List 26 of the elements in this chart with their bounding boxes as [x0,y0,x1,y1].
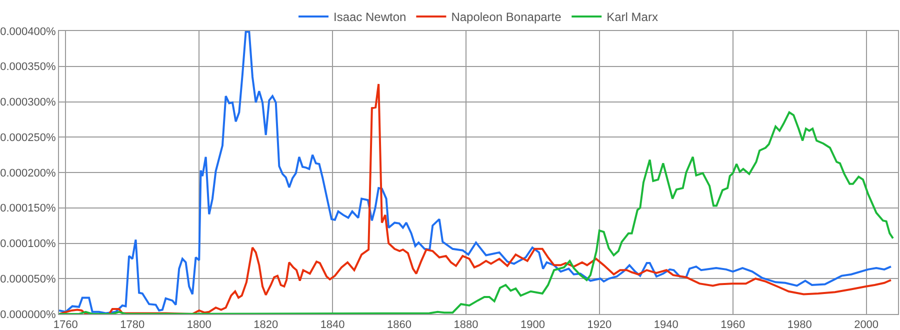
legend-label: Napoleon Bonaparte [451,10,562,24]
x-tick-label: 1880 [454,319,478,330]
y-tick-label: 0.000200% [0,167,56,180]
x-tick-label: 1940 [654,319,678,330]
y-tick-label: 0.000000% [0,308,56,321]
x-tick-label: 1840 [320,319,345,330]
x-tick-label: 1780 [120,319,145,330]
legend-label: Karl Marx [606,10,658,24]
legend-label: Isaac Newton [334,10,406,24]
y-tick-label: 0.000050% [0,273,56,286]
x-tick-label: 2000 [854,319,879,330]
y-tick-label: 0.000150% [0,202,56,215]
x-tick-label: 1820 [254,319,278,330]
x-tick-label: 1920 [587,319,612,330]
x-tick-label: 1800 [186,319,212,330]
y-tick-label: 0.000350% [0,61,56,74]
x-tick-label: 1980 [787,319,812,330]
x-tick-label: 1760 [53,319,78,330]
x-tick-label: 1860 [387,319,412,330]
y-tick-label: 0.000400% [0,26,56,38]
x-tick-label: 1900 [520,319,545,330]
x-tick-label: 1960 [720,319,746,330]
line-series [59,31,892,314]
y-tick-label: 0.000300% [0,96,56,109]
y-tick-label: 0.000100% [0,238,56,250]
y-tick-label: 0.000250% [0,132,56,144]
